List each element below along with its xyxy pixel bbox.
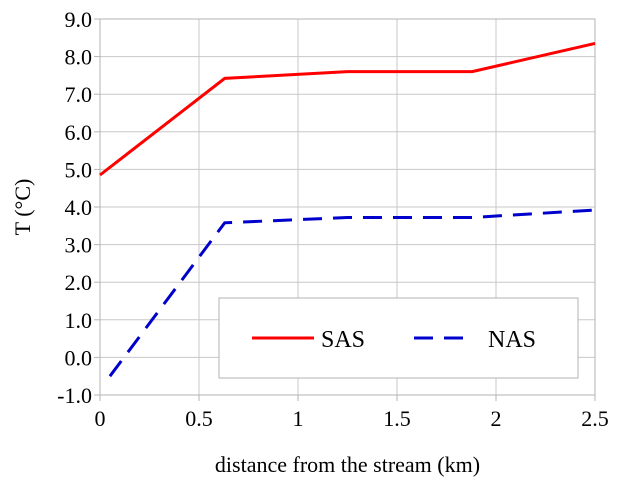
y-tick-label: 1.0 (65, 308, 93, 333)
legend-label-nas: NAS (488, 327, 536, 353)
y-tick-label: 5.0 (65, 157, 93, 182)
y-tick-label: 2.0 (65, 270, 93, 295)
legend-label-sas: SAS (321, 327, 365, 353)
x-axis-title: distance from the stream (km) (215, 452, 480, 477)
x-tick-label: 2 (491, 406, 502, 431)
series-line-sas (99, 41, 596, 177)
x-tick-label: 0 (95, 406, 106, 431)
y-tick-label: 0.0 (65, 345, 93, 370)
x-tick-label: 2.5 (581, 406, 609, 431)
y-tick-label: -1.0 (57, 383, 92, 408)
x-tick-label: 1 (293, 406, 304, 431)
y-tick-label: 3.0 (65, 233, 93, 258)
y-tick-label: 4.0 (65, 195, 93, 220)
series-line-nas (108, 208, 596, 378)
x-tick-label: 0.5 (185, 406, 213, 431)
legend: SAS NAS (218, 297, 579, 379)
x-axis: 0 0.5 1 1.5 2 2.5 (95, 395, 609, 431)
y-axis: -1.0 0.0 1.0 2.0 3.0 4.0 5.0 6.0 7.0 8.0 9.0 (57, 7, 100, 408)
y-tick-label: 7.0 (65, 82, 93, 107)
y-axis-title: T (°C) (10, 179, 35, 236)
y-tick-label: 8.0 (65, 45, 93, 70)
y-tick-label: 6.0 (65, 120, 93, 145)
y-tick-label: 9.0 (65, 7, 93, 32)
series-lines (99, 41, 596, 378)
x-tick-label: 1.5 (383, 406, 411, 431)
